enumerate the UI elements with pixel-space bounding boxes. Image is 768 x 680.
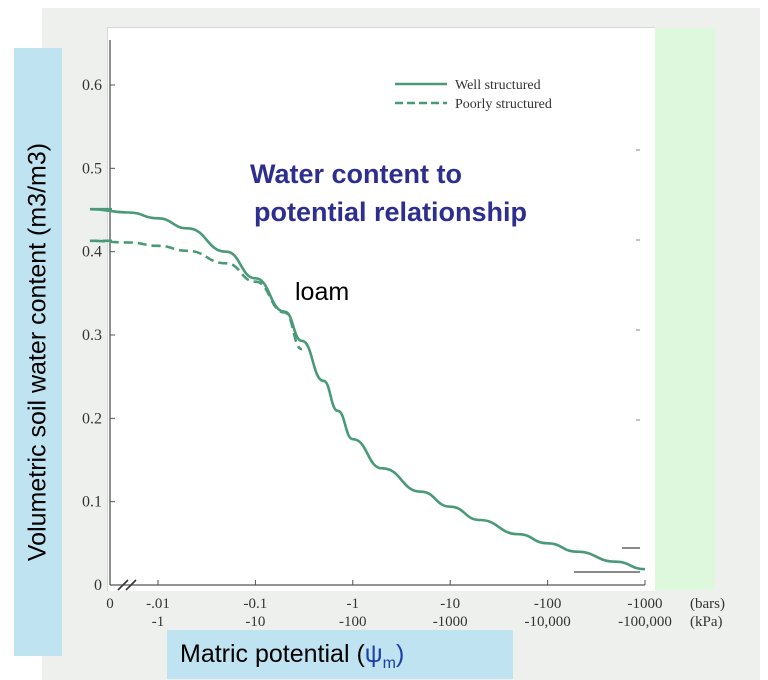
x-axis-label: Matric potential (ψm) bbox=[180, 640, 404, 673]
x-axis-label-psi: ψ bbox=[365, 640, 383, 668]
x-tick-label-kpa: -100 bbox=[339, 614, 367, 630]
x-tick-label-bars: -1000 bbox=[628, 596, 663, 612]
series-line-poorly-structured bbox=[90, 241, 302, 349]
y-tick-label: 0.2 bbox=[82, 410, 102, 427]
series-lines bbox=[90, 209, 645, 569]
annotation-title-line-2: potential relationship bbox=[250, 193, 527, 231]
x-unit-bars: (bars) bbox=[690, 596, 725, 612]
y-tick-label: 0.5 bbox=[82, 160, 102, 177]
x-tick-label-bars: 0 bbox=[106, 596, 114, 612]
y-tick-label: 0.1 bbox=[82, 494, 102, 511]
x-axis-label-suffix: ) bbox=[396, 640, 404, 668]
series-line-well-structured bbox=[90, 209, 645, 569]
y-tick-label: 0.4 bbox=[82, 244, 102, 261]
x-axis-label-subscript: m bbox=[383, 655, 396, 672]
y-tick-label: 0 bbox=[94, 577, 102, 594]
x-tick-label-bars: -0.1 bbox=[244, 596, 268, 612]
soil-type-annotation: loam bbox=[295, 278, 349, 307]
x-axis-label-prefix: Matric potential ( bbox=[180, 640, 365, 668]
legend-label: Well structured bbox=[455, 78, 541, 93]
x-unit-kpa: (kPa) bbox=[690, 614, 723, 630]
chart-annotation-title: Water content to potential relationship bbox=[250, 155, 527, 231]
x-tick-label-kpa: -1 bbox=[152, 614, 165, 630]
legend: Well structured Poorly structured bbox=[395, 78, 552, 112]
y-tick-label: 0.3 bbox=[82, 327, 102, 344]
x-tick-label-bars: -100 bbox=[534, 596, 562, 612]
y-tick-label: 0.6 bbox=[82, 77, 102, 94]
annotation-title-line-1: Water content to bbox=[250, 155, 527, 193]
x-tick-label-kpa: -100,000 bbox=[618, 614, 672, 630]
x-tick-label-kpa: -10,000 bbox=[524, 614, 570, 630]
x-tick-label-kpa: -1000 bbox=[433, 614, 468, 630]
y-axis-label: Volumetric soil water content (m3/m3) bbox=[24, 48, 53, 656]
x-tick-label-bars: -1 bbox=[347, 596, 360, 612]
x-ticks: 0 -.01 -1 -0.1 -10 -1 -100 -10 -1000 -100 -10,000 -… bbox=[106, 580, 725, 630]
x-tick-label-bars: -.01 bbox=[146, 596, 170, 612]
x-tick-label-kpa: -10 bbox=[245, 614, 265, 630]
x-tick-label-bars: -10 bbox=[440, 596, 460, 612]
legend-label: Poorly structured bbox=[455, 97, 552, 112]
axes bbox=[110, 40, 645, 590]
